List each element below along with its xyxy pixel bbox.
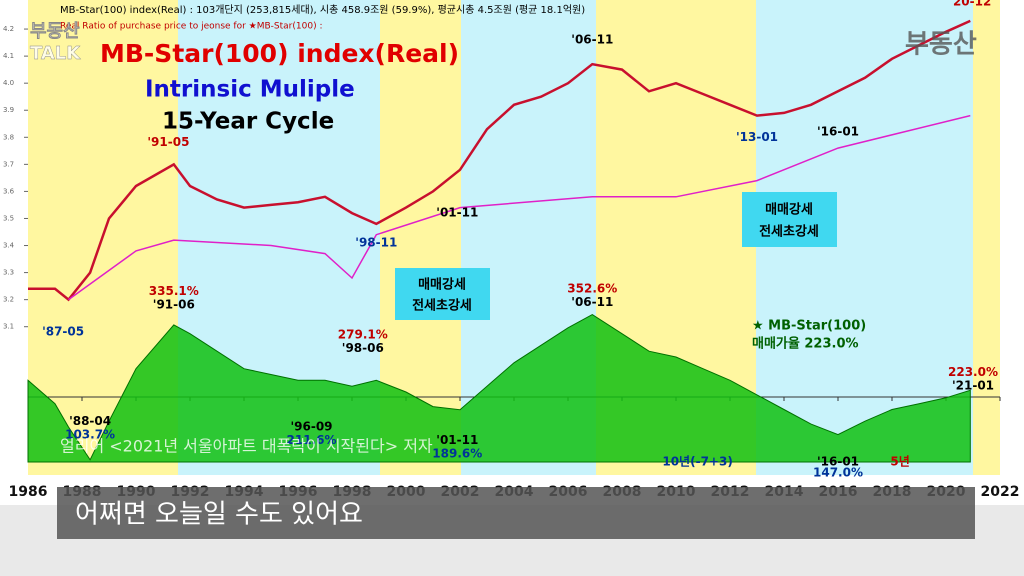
annotation: 147.0% [813,465,863,479]
legend-sub: 매매가율 223.0% [752,336,859,352]
annotation: '16-01 [817,455,859,469]
author-watermark: 얼리어 <2021년 서울아파트 대폭락이 시작된다> 저자 [60,437,433,456]
brand-logo: 부동산 [905,30,977,60]
y-tick-label: 3.7 [3,160,14,168]
annotation: '21-01 [952,379,994,393]
y-tick-label: 3.3 [3,269,14,277]
annotation: '91-06 [153,298,195,312]
y-tick-label: 3.1 [3,323,14,331]
subtitle: 15-Year Cycle [162,109,334,135]
chart-title: MB-Star(100) index(Real) [100,39,459,68]
box: 매매강세 전세초강세 매매강세 전세초강세 [395,192,837,320]
annotation: '16-01 [817,124,859,138]
box-text: 매매강세 [765,202,813,218]
annotation: '91-05 [147,135,189,149]
annotation: '88-04 [69,414,111,428]
caption-box [57,487,975,539]
annotation: '98-06 [342,341,384,355]
y-tick-label: 4.1 [3,52,14,60]
annotation: '20-12 [949,0,991,9]
y-tick-label: 3.2 [3,296,14,304]
y-tick-label: 3.5 [3,214,14,222]
x-tick-label: 1986 [9,484,48,500]
annotation: 223.0% [948,365,998,379]
y-tick-label: 4.2 [3,25,14,33]
annotation: '01-11 [436,433,478,447]
annotation: '06-11 [571,295,613,309]
annotation: '01-11 [436,206,478,220]
annotation: 352.6% [567,281,617,295]
legend-line: MB-Star(100) index(Real) : 103개단지 (253,8… [60,4,585,16]
annotation: '13-01 [736,130,778,144]
box-text: 매매강세 [418,277,466,293]
annotation: 103.7% [65,427,115,441]
ratio-area [27,314,971,463]
annotation: 335.1% [149,284,199,298]
y-tick-label: 3.9 [3,106,14,114]
channel-logo: 부동산 TALK [30,21,81,64]
legend-star: ★ MB-Star(100) [752,319,866,334]
annotation: 189.6% [432,446,482,460]
ratio-line [68,114,971,301]
caption: 어쩌면 오늘일 수도 있어요 [75,500,363,530]
legend-line: Real Ratio of purchase price to jeonse f… [60,22,322,32]
annotation: 279.1% [338,327,388,341]
box-text: 전세초강세 [759,224,819,240]
annotation: '96-09 [290,419,332,433]
index-line [28,19,971,302]
annotation: 10년(-7+3) [662,455,732,469]
annotation: 211.6% [287,433,337,447]
annotation: '98-11 [355,235,397,249]
annotation: '87-05 [42,325,84,339]
subtitle: Intrinsic Muliple [145,77,355,103]
y-tick-label: 3.6 [3,187,15,195]
y-tick-label: 4.0 [3,79,14,87]
y-tick-label: 3.8 [3,133,14,141]
x-tick-label: 2022 [981,484,1020,500]
y-tick-label: 3.4 [3,242,15,250]
box-text: 전세초강세 [412,298,472,314]
annotation: 5년 [890,455,909,469]
annotation: '06-11 [571,32,613,46]
